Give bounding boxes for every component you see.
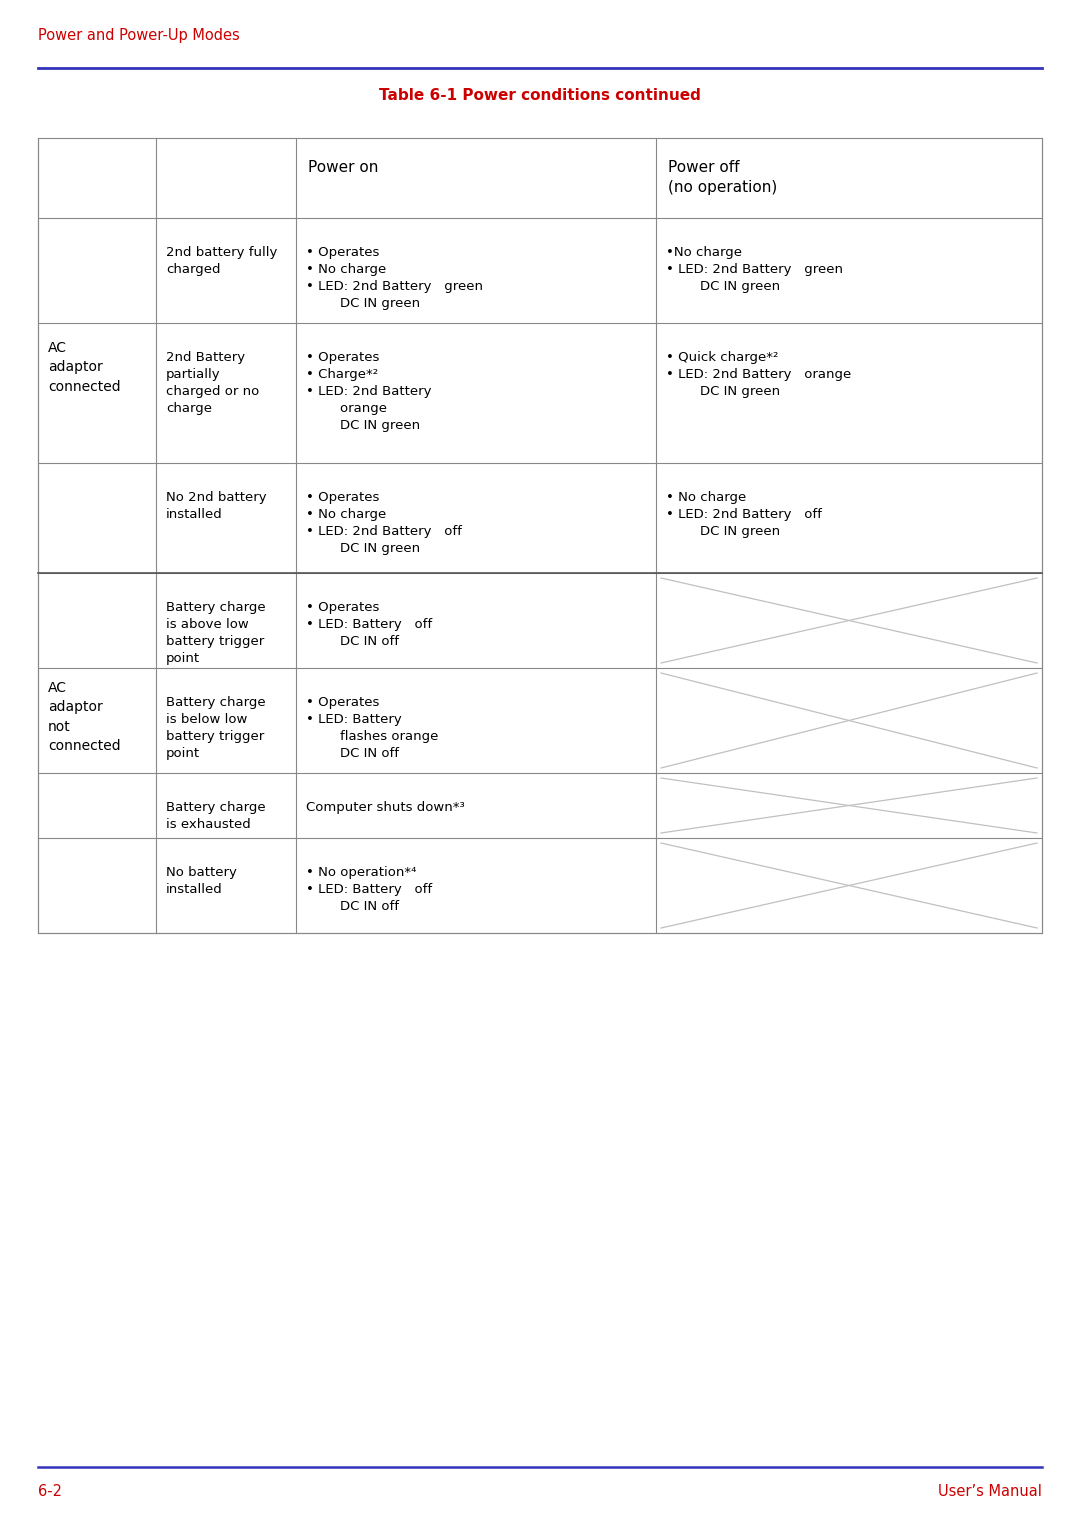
Text: 6-2: 6-2 bbox=[38, 1485, 62, 1498]
Text: • LED: Battery   off: • LED: Battery off bbox=[306, 618, 432, 631]
Text: DC IN off: DC IN off bbox=[306, 748, 399, 760]
Text: DC IN green: DC IN green bbox=[666, 385, 780, 398]
Text: Power and Power-Up Modes: Power and Power-Up Modes bbox=[38, 28, 240, 43]
Text: charge: charge bbox=[166, 402, 212, 414]
Text: AC
adaptor
not
connected: AC adaptor not connected bbox=[48, 680, 121, 754]
Text: is exhausted: is exhausted bbox=[166, 818, 251, 830]
Text: DC IN off: DC IN off bbox=[306, 901, 399, 913]
Text: • LED: 2nd Battery   off: • LED: 2nd Battery off bbox=[306, 524, 462, 538]
Text: • LED: 2nd Battery   green: • LED: 2nd Battery green bbox=[306, 280, 483, 294]
Text: charged or no: charged or no bbox=[166, 385, 259, 398]
Text: • LED: Battery   off: • LED: Battery off bbox=[306, 884, 432, 896]
Text: Power off: Power off bbox=[669, 161, 740, 174]
Text: 2nd battery fully: 2nd battery fully bbox=[166, 246, 278, 258]
Text: Table 6-1 Power conditions continued: Table 6-1 Power conditions continued bbox=[379, 89, 701, 102]
Text: • Operates: • Operates bbox=[306, 601, 379, 615]
Text: AC
adaptor
connected: AC adaptor connected bbox=[48, 341, 121, 394]
Text: No battery: No battery bbox=[166, 865, 237, 879]
Text: • Operates: • Operates bbox=[306, 352, 379, 364]
Text: • No charge: • No charge bbox=[666, 491, 746, 505]
Text: • LED: 2nd Battery   off: • LED: 2nd Battery off bbox=[666, 508, 822, 521]
Text: is above low: is above low bbox=[166, 618, 248, 631]
Text: Battery charge: Battery charge bbox=[166, 696, 266, 709]
Text: battery trigger: battery trigger bbox=[166, 635, 265, 648]
Text: Power on: Power on bbox=[308, 161, 378, 174]
Text: • LED: 2nd Battery   green: • LED: 2nd Battery green bbox=[666, 263, 843, 277]
Text: Battery charge: Battery charge bbox=[166, 601, 266, 615]
Text: • Operates: • Operates bbox=[306, 491, 379, 505]
Text: battery trigger: battery trigger bbox=[166, 729, 265, 743]
Text: •No charge: •No charge bbox=[666, 246, 742, 258]
Text: DC IN green: DC IN green bbox=[306, 297, 420, 310]
Text: 2nd Battery: 2nd Battery bbox=[166, 352, 245, 364]
Text: charged: charged bbox=[166, 263, 220, 277]
Text: • No charge: • No charge bbox=[306, 508, 387, 521]
Text: installed: installed bbox=[166, 508, 222, 521]
Text: • Operates: • Operates bbox=[306, 696, 379, 709]
Text: • No operation*⁴: • No operation*⁴ bbox=[306, 865, 417, 879]
Text: • LED: Battery: • LED: Battery bbox=[306, 713, 402, 726]
Text: partially: partially bbox=[166, 368, 220, 381]
Text: DC IN off: DC IN off bbox=[306, 635, 399, 648]
Bar bbox=[38, 138, 1042, 933]
Text: • Charge*²: • Charge*² bbox=[306, 368, 378, 381]
Text: point: point bbox=[166, 748, 200, 760]
Text: orange: orange bbox=[306, 402, 387, 414]
Text: • LED: 2nd Battery: • LED: 2nd Battery bbox=[306, 385, 432, 398]
Text: • LED: 2nd Battery   orange: • LED: 2nd Battery orange bbox=[666, 368, 851, 381]
Text: • Operates: • Operates bbox=[306, 246, 379, 258]
Text: DC IN green: DC IN green bbox=[666, 280, 780, 294]
Text: • No charge: • No charge bbox=[306, 263, 387, 277]
Text: DC IN green: DC IN green bbox=[666, 524, 780, 538]
Text: DC IN green: DC IN green bbox=[306, 541, 420, 555]
Text: Battery charge: Battery charge bbox=[166, 801, 266, 813]
Text: User’s Manual: User’s Manual bbox=[939, 1485, 1042, 1498]
Text: (no operation): (no operation) bbox=[669, 180, 778, 196]
Text: Computer shuts down*³: Computer shuts down*³ bbox=[306, 801, 464, 813]
Text: DC IN green: DC IN green bbox=[306, 419, 420, 433]
Text: is below low: is below low bbox=[166, 713, 247, 726]
Text: point: point bbox=[166, 651, 200, 665]
Text: flashes orange: flashes orange bbox=[306, 729, 438, 743]
Text: installed: installed bbox=[166, 884, 222, 896]
Text: • Quick charge*²: • Quick charge*² bbox=[666, 352, 779, 364]
Text: No 2nd battery: No 2nd battery bbox=[166, 491, 267, 505]
